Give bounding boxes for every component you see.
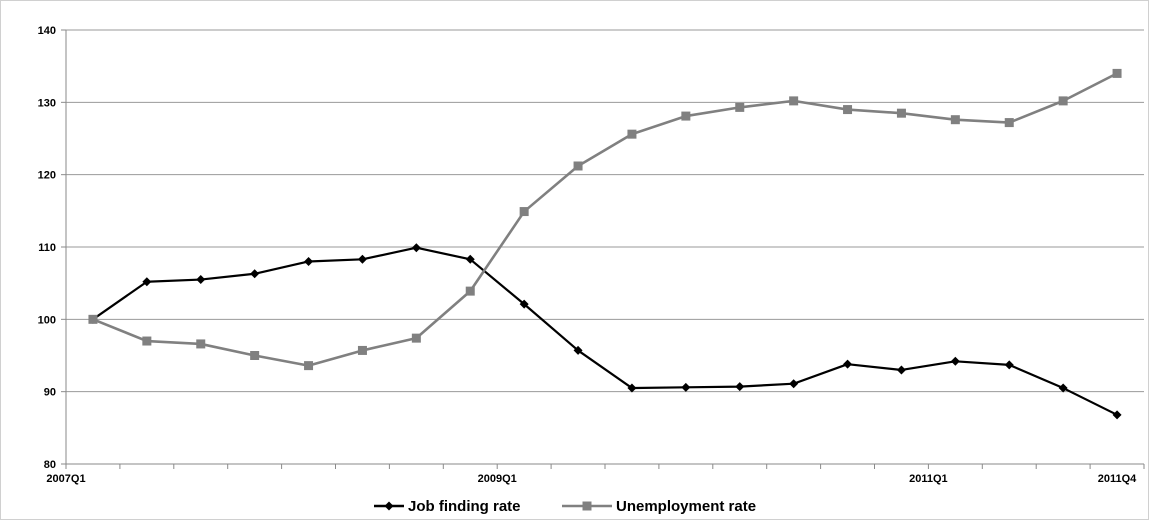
- data-point-diamond: [411, 243, 421, 253]
- x-tick-label: 2009Q1: [478, 473, 517, 485]
- y-tick-label: 130: [38, 97, 56, 109]
- data-point-square: [735, 102, 745, 112]
- y-tick-label: 100: [38, 314, 56, 326]
- data-point-square: [789, 96, 799, 106]
- series-line-unemployment-rate: [92, 72, 1118, 367]
- data-point-square: [142, 336, 152, 346]
- data-point-square: [1004, 118, 1014, 128]
- data-point-square: [843, 105, 853, 115]
- data-point-diamond: [843, 359, 853, 369]
- axes: 80 90 100 110 120 130 140 2007Q1 2009Q1 2011Q1 201…: [38, 25, 1145, 485]
- legend-label: Unemployment rate: [616, 498, 756, 515]
- data-point-diamond: [250, 269, 260, 279]
- data-point-square: [573, 161, 583, 171]
- x-tick-label: 2007Q1: [46, 473, 85, 485]
- data-point-diamond: [950, 356, 960, 366]
- data-point-square: [681, 111, 691, 121]
- data-point-diamond: [896, 365, 906, 375]
- data-point-square: [250, 351, 260, 360]
- legend-marker-diamond: [384, 501, 394, 511]
- y-tick-label: 80: [44, 459, 56, 471]
- data-point-square: [304, 361, 314, 371]
- data-point-square: [950, 115, 960, 125]
- data-point-square: [88, 314, 98, 324]
- series-layer: [88, 68, 1122, 420]
- y-tick-label: 90: [44, 387, 56, 399]
- data-point-diamond: [304, 256, 314, 266]
- data-point-square: [411, 333, 421, 343]
- legend-label: Job finding rate: [408, 498, 521, 515]
- gridlines: [66, 29, 1144, 393]
- data-point-square: [1058, 96, 1068, 106]
- data-point-diamond: [196, 275, 206, 285]
- data-point-diamond: [357, 254, 367, 264]
- data-point-square: [196, 339, 206, 349]
- data-point-diamond: [1058, 383, 1068, 393]
- data-point-diamond: [142, 277, 152, 287]
- data-point-square: [465, 286, 475, 296]
- y-tick-label: 140: [38, 25, 56, 37]
- y-tick-label: 110: [38, 242, 56, 254]
- legend-marker-square: [582, 501, 592, 511]
- data-point-diamond: [627, 383, 637, 393]
- data-point-diamond: [789, 379, 799, 389]
- data-point-diamond: [735, 382, 745, 392]
- data-point-square: [357, 345, 367, 355]
- y-tick-label: 120: [38, 170, 56, 182]
- data-point-diamond: [465, 254, 475, 264]
- data-point-diamond: [519, 299, 529, 309]
- data-point-square: [896, 108, 906, 118]
- x-tick-label: 2011Q4: [1098, 473, 1137, 485]
- data-point-square: [627, 129, 637, 139]
- series-line-job-finding-rate: [92, 246, 1118, 416]
- data-point-diamond: [681, 382, 691, 392]
- data-point-square: [519, 207, 529, 217]
- data-point-square: [1112, 68, 1122, 78]
- legend: Job finding rate Unemployment rate: [374, 498, 756, 515]
- data-point-diamond: [1112, 410, 1122, 420]
- data-point-diamond: [573, 345, 583, 355]
- data-point-diamond: [1004, 360, 1014, 370]
- x-tick-label: 2011Q1: [909, 473, 948, 485]
